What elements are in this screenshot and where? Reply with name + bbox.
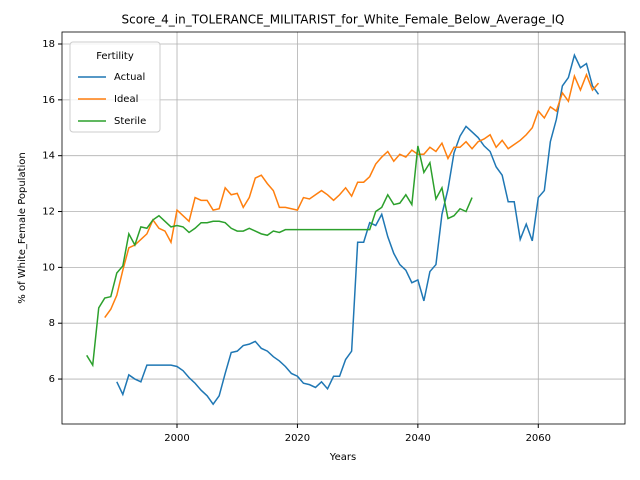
y-tick-label: 14	[42, 151, 55, 162]
y-tick-label: 18	[42, 39, 55, 50]
x-tick-label: 2000	[164, 433, 189, 444]
legend-title: Fertility	[96, 51, 134, 62]
line	[116, 53, 600, 406]
y-tick-label: 12	[42, 207, 55, 218]
legend-box	[69, 41, 161, 133]
legend-label: Sterile	[114, 116, 146, 127]
legend-label: Ideal	[114, 94, 138, 105]
x-tick-label: 2020	[285, 433, 310, 444]
line	[86, 145, 473, 368]
y-axis-label: % of White_Female Population	[17, 152, 28, 303]
x-axis-label: Years	[329, 452, 356, 463]
x-tick-label: 2040	[405, 433, 430, 444]
y-tick-label: 10	[42, 262, 55, 273]
line	[104, 72, 600, 319]
x-tick-label: 2060	[526, 433, 551, 444]
chart-title: Score_4_in_TOLERANCE_MILITARIST_for_Whit…	[122, 13, 565, 27]
y-tick-label: 8	[49, 318, 55, 329]
y-tick-label: 6	[49, 374, 55, 385]
y-tick-label: 16	[42, 95, 55, 106]
plot-frame	[61, 31, 626, 425]
legend-label: Actual	[114, 72, 145, 83]
